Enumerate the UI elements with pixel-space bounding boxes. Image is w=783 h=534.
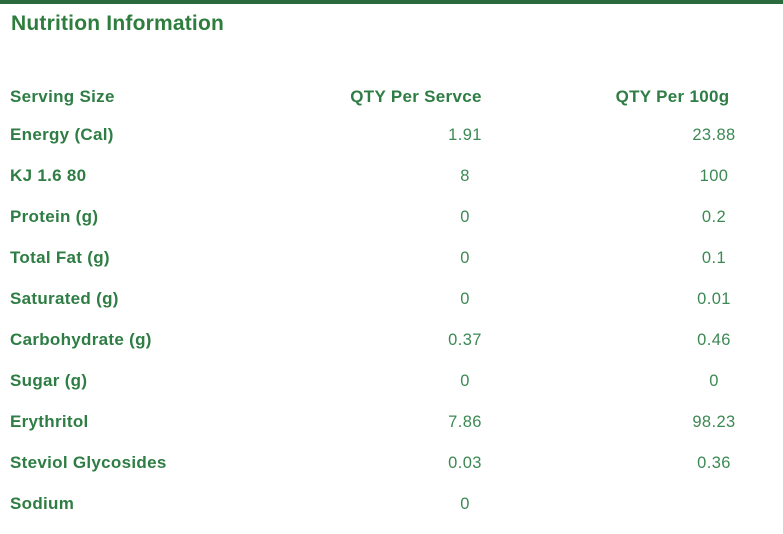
qty-per-serve-value: 0.03	[448, 454, 482, 472]
nutrient-label: KJ 1.6 80	[10, 166, 87, 185]
table-row-kj: KJ 1.6 80 8 100	[0, 165, 783, 187]
column-header-qty-per-100g: QTY Per 100g	[615, 87, 730, 106]
table-row-saturated: Saturated (g) 0 0.01	[0, 288, 783, 310]
nutrient-label: Steviol Glycosides	[10, 453, 167, 472]
qty-per-serve-value: 7.86	[448, 413, 482, 431]
qty-per-100g-value: 98.23	[692, 413, 736, 431]
qty-per-100g-value: 100	[699, 167, 729, 185]
table-row-carbohydrate: Carbohydrate (g) 0.37 0.46	[0, 329, 783, 351]
nutrient-label: Sugar (g)	[10, 371, 88, 390]
column-header-qty-per-serve: QTY Per Servce	[350, 87, 482, 106]
nutrient-label: Total Fat (g)	[10, 248, 110, 267]
qty-per-100g-value: 0.46	[697, 331, 731, 349]
table-row-sugar: Sugar (g) 0 0	[0, 370, 783, 392]
table-row-steviol-glycosides: Steviol Glycosides 0.03 0.36	[0, 452, 783, 474]
qty-per-serve-value: 8	[460, 167, 470, 185]
qty-per-serve-value: 0	[460, 372, 470, 390]
nutrient-label: Sodium	[10, 494, 75, 513]
nutrition-table: Serving Size QTY Per Servce QTY Per 100g…	[0, 86, 783, 515]
nutrient-label: Protein (g)	[10, 207, 99, 226]
qty-per-serve-value: 0.37	[448, 331, 482, 349]
qty-per-100g-value: 0.2	[701, 208, 727, 226]
qty-per-100g-value: 0	[709, 372, 719, 390]
qty-per-100g-value: 0.1	[701, 249, 727, 267]
table-row-erythritol: Erythritol 7.86 98.23	[0, 411, 783, 433]
page-title: Nutrition Information	[11, 12, 225, 35]
table-row-protein: Protein (g) 0 0.2	[0, 206, 783, 228]
nutrient-label: Carbohydrate (g)	[10, 330, 152, 349]
qty-per-serve-value: 0	[460, 208, 470, 226]
nutrient-label: Saturated (g)	[10, 289, 119, 308]
qty-per-100g-value: 0.01	[697, 290, 731, 308]
table-row-total-fat: Total Fat (g) 0 0.1	[0, 247, 783, 269]
qty-per-serve-value: 0	[460, 495, 470, 513]
table-header-row: Serving Size QTY Per Servce QTY Per 100g	[0, 86, 783, 108]
nutrient-label: Energy (Cal)	[10, 125, 114, 144]
qty-per-serve-value: 1.91	[448, 126, 482, 144]
table-row-sodium: Sodium 0	[0, 493, 783, 515]
table-row-energy: Energy (Cal) 1.91 23.88	[0, 124, 783, 146]
qty-per-serve-value: 0	[460, 249, 470, 267]
qty-per-serve-value: 0	[460, 290, 470, 308]
qty-per-100g-value: 23.88	[692, 126, 736, 144]
qty-per-100g-value: 0.36	[697, 454, 731, 472]
top-accent-bar	[0, 0, 783, 4]
column-header-serving-size: Serving Size	[10, 87, 115, 106]
nutrient-label: Erythritol	[10, 412, 89, 431]
